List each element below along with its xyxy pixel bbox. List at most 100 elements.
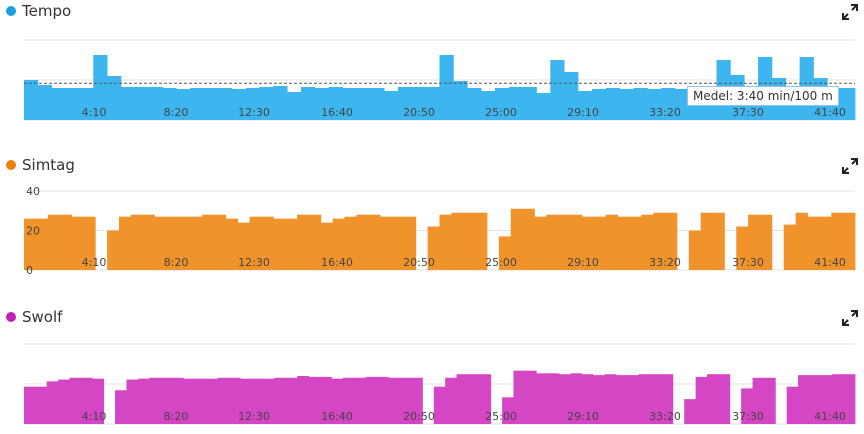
bar (217, 377, 230, 424)
bar (331, 378, 344, 424)
bar (24, 80, 39, 120)
chart-panel-simtag: Simtag 4:10 8:20 12:30 16:40 20:50 25:00 29:10… (0, 154, 864, 278)
bar (536, 93, 551, 120)
bar (508, 87, 523, 120)
bar (688, 230, 702, 270)
bar (433, 386, 446, 424)
bar (547, 373, 560, 424)
bar (783, 224, 797, 270)
bar (593, 375, 605, 424)
x-tick-label: 25:00 (485, 256, 517, 269)
bar (287, 92, 302, 120)
bar (481, 91, 496, 120)
bar (237, 222, 250, 270)
x-tick-label: 37:30 (732, 256, 764, 269)
series-dot-icon (6, 6, 16, 16)
bar (795, 212, 808, 270)
bar (273, 86, 288, 120)
y-tick-label: 20 (26, 225, 40, 238)
bar (107, 76, 122, 120)
bar (451, 212, 464, 270)
bar (748, 214, 761, 270)
bar (427, 226, 440, 270)
bar (522, 208, 535, 270)
bar (134, 87, 150, 120)
bar (320, 222, 334, 270)
bar (213, 214, 227, 270)
bar (308, 214, 322, 270)
bar (570, 214, 583, 270)
panel-title-tempo: Tempo (22, 2, 72, 20)
bar (399, 377, 412, 424)
bar (718, 374, 731, 424)
bar (546, 214, 559, 270)
bar (809, 375, 822, 424)
bar (69, 377, 82, 424)
x-tick-label: 12:30 (238, 106, 270, 119)
bar (354, 377, 366, 424)
bar (120, 87, 136, 120)
bar (342, 377, 355, 424)
expand-icon[interactable] (842, 158, 858, 174)
expand-icon[interactable] (842, 310, 858, 326)
bar (51, 88, 66, 120)
bar (24, 386, 36, 424)
bar (843, 212, 856, 270)
bar (633, 88, 648, 120)
bar (137, 378, 150, 424)
bar (259, 87, 274, 120)
bar (502, 397, 514, 424)
x-tick-label: 29:10 (567, 256, 599, 269)
bar (37, 85, 53, 120)
bar (118, 216, 132, 270)
bar (344, 216, 357, 270)
x-tick-label: 16:40 (321, 256, 353, 269)
bar (619, 89, 634, 120)
bar (831, 212, 844, 270)
bar (148, 87, 163, 120)
bar (261, 216, 274, 270)
bar (581, 216, 595, 270)
bar (130, 214, 144, 270)
bar (453, 81, 468, 120)
bar (581, 374, 594, 424)
bar (661, 374, 674, 424)
bar (83, 216, 96, 270)
panel-header-swolf: Swolf (0, 306, 864, 330)
y-tick-label: 40 (26, 185, 40, 198)
y-tick-label: 0 (26, 264, 33, 277)
bar (629, 216, 642, 270)
bar (494, 88, 510, 120)
bar (411, 87, 427, 120)
x-tick-label: 41:40 (814, 410, 846, 423)
bar (463, 212, 476, 270)
bar (695, 376, 708, 424)
bar (332, 218, 345, 270)
bar (456, 374, 469, 424)
bar (79, 88, 94, 120)
bar (522, 87, 537, 120)
x-tick-label: 33:20 (649, 106, 681, 119)
x-tick-label: 29:10 (567, 106, 599, 119)
bar (166, 216, 179, 270)
bar (479, 374, 492, 424)
bar (368, 214, 381, 270)
bar (411, 377, 423, 424)
x-tick-label: 41:40 (814, 106, 846, 119)
expand-icon[interactable] (842, 4, 858, 20)
bar (59, 214, 72, 270)
bar (115, 390, 127, 424)
panel-title-simtag: Simtag (22, 156, 75, 174)
bar (570, 373, 583, 424)
bar (510, 208, 523, 270)
bar (297, 214, 310, 270)
x-tick-label: 16:40 (321, 106, 353, 119)
x-tick-label: 41:40 (814, 256, 846, 269)
x-tick-label: 8:20 (164, 106, 189, 119)
bar (661, 88, 676, 120)
bar (285, 377, 298, 424)
bar (228, 377, 241, 424)
x-tick-label: 33:20 (649, 410, 681, 423)
bar (206, 378, 218, 424)
bar (650, 374, 662, 424)
